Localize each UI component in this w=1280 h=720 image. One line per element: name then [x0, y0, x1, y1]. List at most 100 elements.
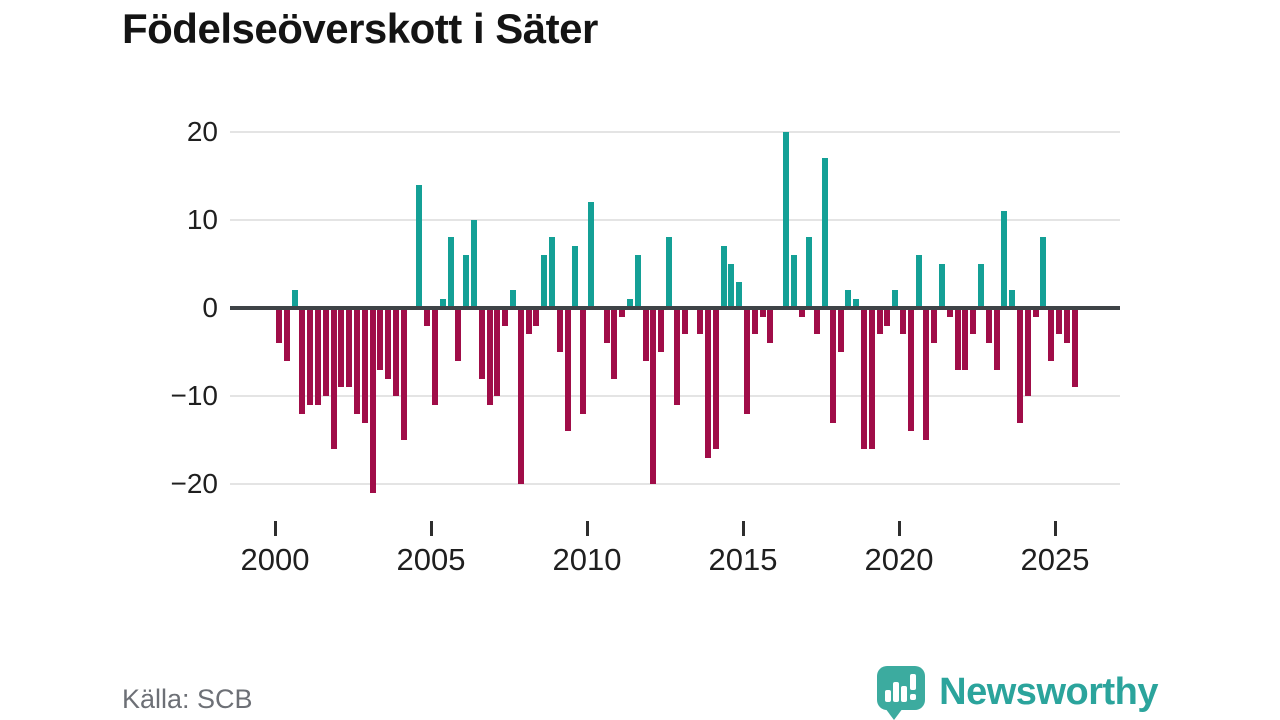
bar-2017-q3 [822, 158, 828, 308]
bar-2015-q1 [744, 308, 750, 414]
x-axis-tick-2020 [898, 521, 901, 536]
bar-2005-q1 [432, 308, 438, 406]
bar-2015-q4 [767, 308, 774, 344]
bar-2009-q3 [572, 246, 579, 308]
x-axis-tick-2000 [274, 521, 277, 536]
bar-2007-q3 [510, 290, 516, 308]
bar-2025-q3 [1071, 308, 1078, 388]
bar-2021-q1 [931, 308, 938, 344]
zero-axis-line [230, 306, 1120, 310]
bar-2020-q1 [900, 308, 906, 335]
bar-2004-q4 [424, 308, 431, 326]
bar-2006-q2 [471, 219, 477, 308]
plot-area: 20 10 0 −10 −20 2000 2005 2010 2015 2020 2025 [171, 110, 1120, 580]
x-axis-label-2005: 2005 [396, 542, 466, 577]
bar-2010-q1 [588, 202, 594, 308]
bar-2008-q1 [525, 308, 532, 335]
bar-2011-q1 [619, 308, 626, 317]
bar-2014-q1 [712, 308, 719, 450]
x-axis-label-2010: 2010 [552, 542, 622, 577]
bar-2006-q1 [463, 255, 470, 308]
bar-2016-q4 [798, 308, 805, 317]
bar-2010-q3 [603, 308, 610, 344]
bar-2017-q4 [829, 308, 836, 423]
bar-2018-q2 [845, 290, 852, 308]
bar-2005-q4 [455, 308, 462, 361]
bar-2013-q4 [705, 308, 711, 458]
bar-2024-q1 [1024, 308, 1031, 397]
bar-2020-q2 [907, 308, 914, 432]
bar-2012-q4 [673, 308, 680, 406]
x-axis-label-2025: 2025 [1020, 542, 1090, 577]
bar-2020-q3 [915, 255, 922, 308]
bar-2024-q4 [1048, 308, 1055, 361]
bar-2010-q4 [611, 308, 618, 379]
newsworthy-logo: Newsworthy [877, 664, 1158, 720]
bar-2013-q3 [697, 308, 704, 335]
bar-2023-q2 [1001, 210, 1008, 308]
bar-2006-q3 [478, 308, 485, 379]
bar-2017-q2 [814, 308, 821, 335]
y-axis-label--20: −20 [170, 468, 219, 500]
bar-2014-q3 [728, 263, 735, 308]
y-axis-label--10: −10 [170, 380, 219, 412]
bar-2024-q2 [1032, 308, 1039, 317]
bar-2007-q1 [494, 308, 501, 397]
bar-2021-q4 [954, 308, 961, 370]
bar-2008-q4 [549, 237, 555, 308]
bar-2022-q3 [978, 263, 984, 308]
y-axis-label-10: 10 [186, 203, 218, 235]
bar-2005-q3 [447, 237, 454, 308]
bar-2018-q1 [837, 308, 844, 353]
bar-2022-q1 [962, 308, 969, 370]
bar-2003-q3 [385, 308, 392, 379]
bar-2004-q1 [400, 308, 407, 441]
bar-2009-q4 [580, 308, 587, 414]
x-axis-label-2000: 2000 [240, 542, 310, 577]
bar-2024-q3 [1040, 237, 1047, 308]
bar-2000-q2 [283, 308, 290, 361]
x-axis-tick-2010 [586, 521, 589, 536]
bar-2011-q2 [627, 299, 633, 308]
bar-2000-q4 [299, 308, 306, 414]
x-axis-tick-2025 [1054, 521, 1057, 536]
bar-2019-q4 [892, 290, 899, 308]
x-axis-tick-2005 [430, 521, 433, 536]
bar-2017-q1 [806, 237, 813, 308]
y-axis-label-20: 20 [186, 115, 218, 147]
bar-2021-q3 [946, 308, 953, 317]
bar-2003-q1 [369, 308, 376, 494]
bar-2002-q3 [354, 308, 360, 414]
bar-2009-q1 [556, 308, 563, 353]
bar-2019-q2 [876, 308, 883, 335]
bar-2001-q2 [315, 308, 321, 406]
bar-2000-q3 [291, 290, 298, 308]
bar-2003-q4 [393, 308, 399, 397]
bar-2021-q2 [939, 263, 945, 308]
bar-2011-q3 [634, 255, 641, 308]
bar-2003-q2 [377, 308, 384, 370]
x-axis-label-2015: 2015 [708, 542, 778, 577]
bar-2002-q1 [338, 308, 345, 388]
x-axis-tick-2015 [742, 521, 745, 536]
bar-2016-q2 [783, 131, 789, 308]
bar-2023-q4 [1017, 308, 1023, 423]
bar-2004-q3 [416, 184, 423, 308]
bar-2023-q3 [1009, 290, 1016, 308]
newsworthy-wordmark: Newsworthy [939, 670, 1158, 713]
bar-2013-q1 [681, 308, 688, 335]
chart-title: Födelseöverskott i Säter [122, 5, 598, 52]
bar-2020-q4 [923, 308, 930, 441]
source-label: Källa: SCB [122, 684, 253, 714]
bar-2001-q1 [307, 308, 314, 406]
bar-2008-q2 [533, 308, 540, 326]
gridline-10 [230, 218, 1120, 221]
bar-2023-q1 [993, 308, 1000, 370]
bar-2011-q4 [642, 308, 649, 361]
bar-2022-q4 [985, 308, 992, 344]
bar-2019-q3 [884, 308, 891, 326]
x-axis-label-2020: 2020 [864, 542, 934, 577]
bar-2012-q1 [650, 308, 657, 485]
bar-2014-q4 [736, 281, 743, 308]
